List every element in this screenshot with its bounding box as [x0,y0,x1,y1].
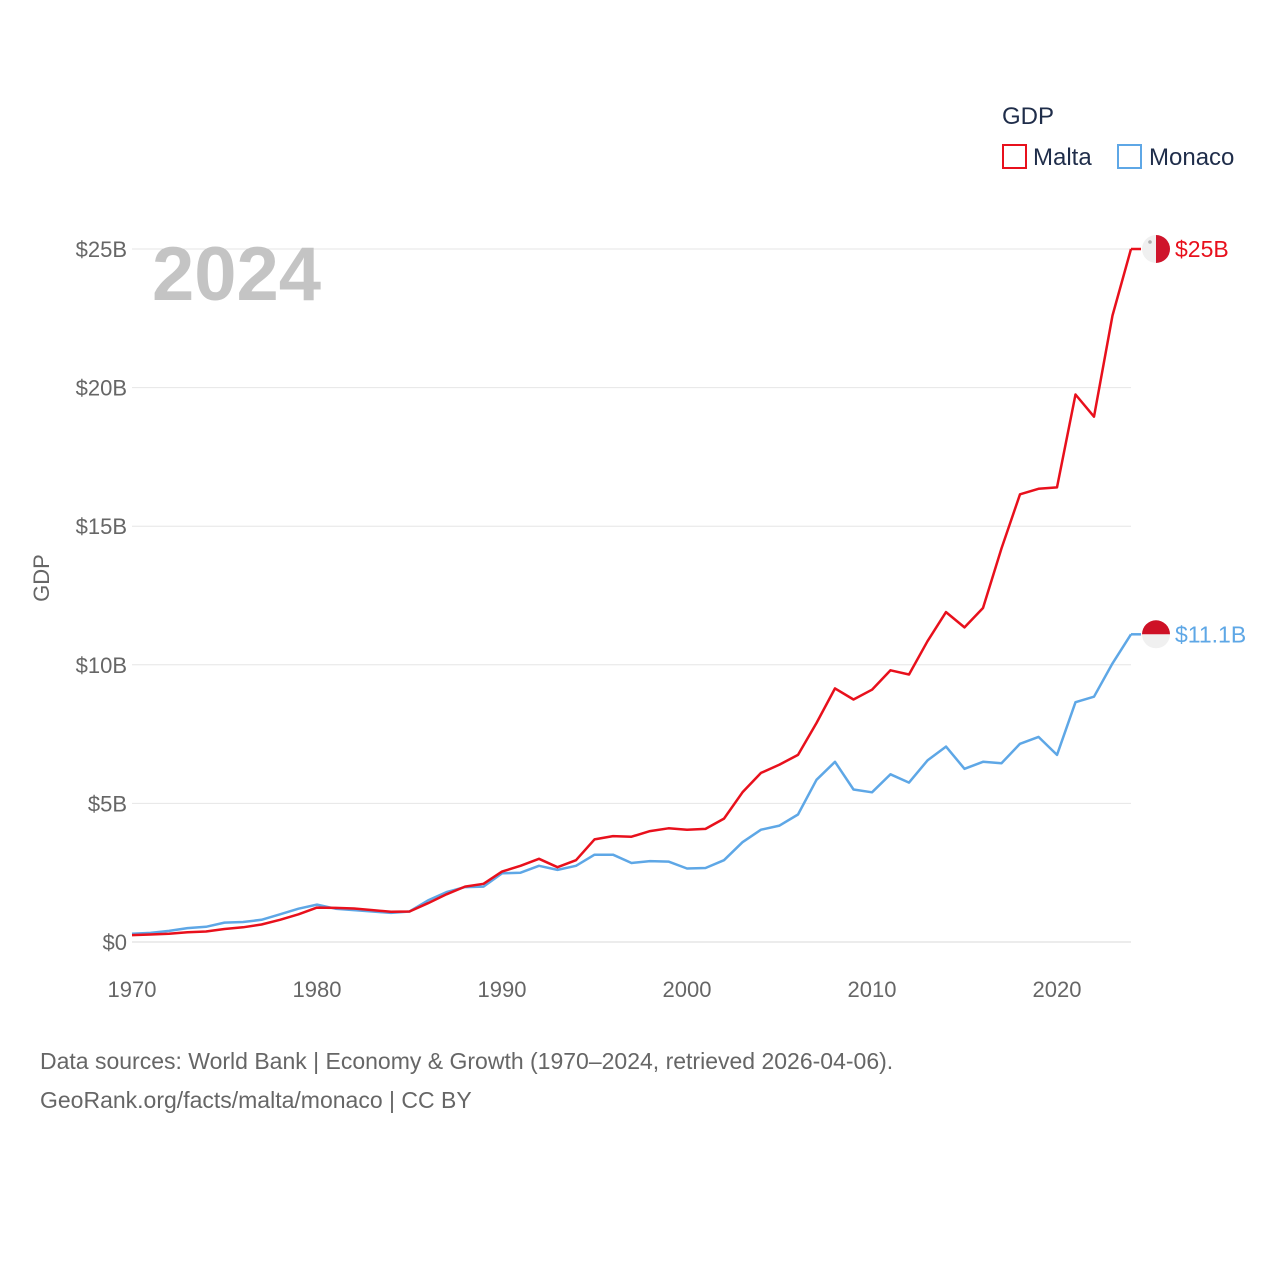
legend: GDP Malta Monaco [1002,103,1234,171]
series-line-malta [131,248,1133,937]
y-axis: $0 $5B $10B $15B $20B $25B [76,237,127,955]
x-axis: 1970 1980 1990 2000 2010 2020 [108,977,1082,1002]
end-value-label-malta: $25B [1175,236,1229,262]
x-tick-label: 2020 [1033,977,1082,1002]
end-markers: $25B $11.1B [1131,235,1246,649]
end-value-label-monaco: $11.1B [1175,621,1246,647]
y-axis-title: GDP [29,554,54,602]
legend-label-monaco: Monaco [1149,144,1234,171]
series-line-monaco [131,633,1133,935]
malta-flag-icon [1142,235,1170,263]
y-tick-label: $10B [76,653,127,678]
legend-swatch-monaco [1117,144,1142,169]
y-tick-label: $0 [103,930,127,955]
x-tick-label: 1990 [478,977,527,1002]
x-tick-label: 2000 [663,977,712,1002]
legend-label-malta: Malta [1033,144,1092,171]
monaco-flag-icon [1142,620,1170,649]
year-label: 2024 [152,232,321,317]
series-lines [131,248,1133,937]
y-tick-label: $20B [76,376,127,401]
legend-swatch-malta [1002,144,1027,169]
y-tick-label: $15B [76,514,127,539]
x-tick-label: 2010 [848,977,897,1002]
x-tick-label: 1970 [108,977,157,1002]
x-tick-label: 1980 [293,977,342,1002]
legend-title: GDP [1002,103,1054,130]
source-note: Data sources: World Bank | Economy & Gro… [40,1042,893,1120]
source-line-1: Data sources: World Bank | Economy & Gro… [40,1048,894,1074]
y-tick-label: $25B [76,237,127,262]
source-line-2: GeoRank.org/facts/malta/monaco | CC BY [40,1087,472,1113]
gridlines [132,248,1131,943]
y-tick-label: $5B [88,791,127,816]
